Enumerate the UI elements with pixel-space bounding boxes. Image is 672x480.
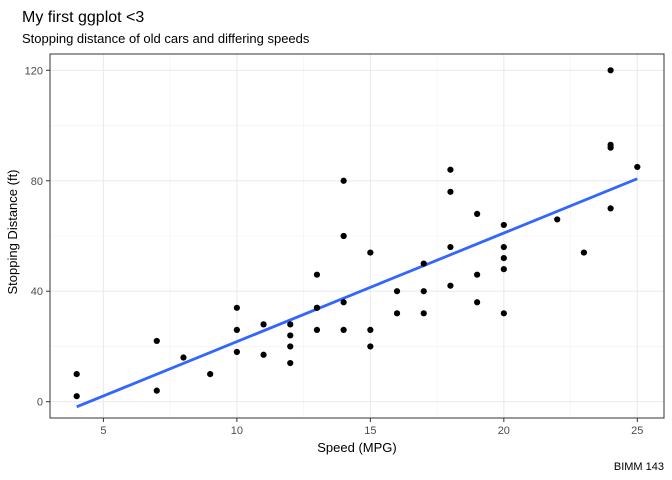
y-tick-label: 80: [31, 176, 43, 188]
x-tick-label: 10: [231, 425, 243, 437]
data-point: [313, 271, 321, 278]
data-point: [340, 299, 347, 306]
y-tick-label: 120: [25, 65, 43, 77]
data-point: [153, 387, 160, 394]
data-point: [367, 326, 374, 333]
data-point: [500, 221, 507, 229]
data-point: [607, 205, 614, 212]
trend-line: [76, 177, 638, 409]
x-tick-label: 25: [631, 425, 643, 437]
x-tick-label: 5: [100, 425, 106, 437]
y-tick-label: 0: [37, 397, 43, 409]
data-point: [287, 359, 294, 367]
data-point: [180, 354, 187, 361]
data-points: [73, 67, 641, 400]
data-point: [447, 282, 454, 289]
data-point: [474, 299, 481, 306]
data-point: [260, 351, 267, 358]
x-axis-label: Speed (MPG): [317, 440, 396, 455]
data-point: [474, 210, 481, 218]
major-gridlines: [50, 54, 664, 418]
data-point: [607, 141, 614, 148]
chart-subtitle: Stopping distance of old cars and differ…: [22, 31, 310, 46]
data-point: [73, 393, 80, 400]
data-point: [73, 370, 80, 378]
data-point: [153, 337, 160, 345]
y-axis-label: Stopping Distance (ft): [5, 169, 20, 294]
data-point: [500, 266, 507, 273]
data-point: [474, 271, 481, 278]
data-point: [287, 332, 294, 339]
plot-panel-border: [49, 53, 665, 419]
data-point: [447, 188, 454, 195]
data-point: [447, 243, 454, 251]
data-point: [393, 288, 401, 295]
data-point: [287, 321, 294, 328]
x-axis-ticks: 5 10 15 20 25: [100, 418, 643, 437]
y-tick-label: 40: [31, 286, 43, 298]
data-point: [367, 249, 374, 256]
data-point: [554, 216, 561, 223]
data-point: [634, 163, 641, 171]
chart-caption: BIMM 143: [614, 461, 664, 473]
data-point: [313, 326, 321, 333]
data-point: [207, 370, 214, 378]
trend-line-layer: [76, 177, 638, 409]
data-point: [500, 254, 507, 262]
chart-title: My first ggplot <3: [22, 9, 144, 26]
data-point: [313, 304, 321, 311]
data-point: [580, 249, 588, 256]
data-point: [607, 67, 614, 74]
data-point: [367, 343, 374, 350]
x-tick-label: 20: [498, 425, 510, 437]
x-tick-label: 15: [364, 425, 376, 437]
data-point: [393, 310, 401, 317]
data-point: [287, 343, 294, 350]
data-point: [420, 310, 427, 317]
data-point: [233, 348, 240, 356]
data-point: [260, 321, 267, 328]
data-point: [233, 304, 240, 311]
data-point: [500, 310, 507, 317]
data-point: [233, 326, 240, 333]
data-point: [500, 243, 507, 251]
data-point: [447, 166, 454, 173]
data-point: [420, 288, 427, 295]
y-axis-ticks: 0 40 80 120: [25, 65, 50, 409]
data-point: [340, 177, 347, 184]
data-point: [420, 260, 427, 267]
minor-gridlines: [50, 54, 664, 418]
data-point: [340, 232, 347, 240]
data-point: [340, 326, 347, 333]
